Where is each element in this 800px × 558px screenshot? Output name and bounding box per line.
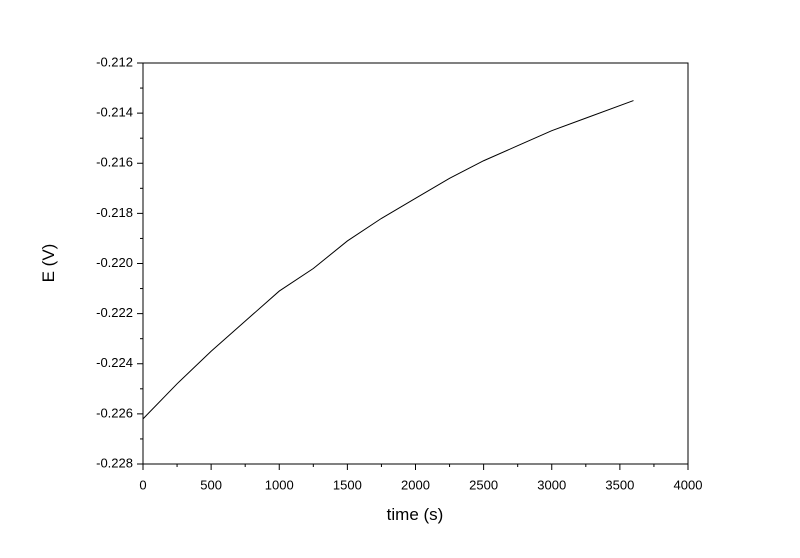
x-tick-label: 3500 [605,477,634,492]
y-tick-label: -0.226 [96,405,133,420]
x-tick-label: 0 [139,477,146,492]
x-tick-label: 2000 [401,477,430,492]
y-tick-label: -0.214 [96,105,133,120]
y-tick-label: -0.212 [96,54,133,69]
x-tick-label: 1500 [333,477,362,492]
y-tick-label: -0.228 [96,455,133,470]
y-tick-label: -0.224 [96,355,133,370]
x-tick-label: 4000 [674,477,703,492]
y-tick-label: -0.216 [96,155,133,170]
x-tick-label: 2500 [469,477,498,492]
y-tick-label: -0.218 [96,205,133,220]
y-axis-title: E (V) [39,244,58,283]
y-tick-label: -0.222 [96,305,133,320]
y-tick-label: -0.220 [96,255,133,270]
x-axis-title: time (s) [387,505,444,524]
x-tick-label: 1000 [265,477,294,492]
plot-frame [142,62,689,465]
x-tick-label: 3000 [537,477,566,492]
data-line [142,100,634,420]
x-tick-label: 500 [200,477,222,492]
